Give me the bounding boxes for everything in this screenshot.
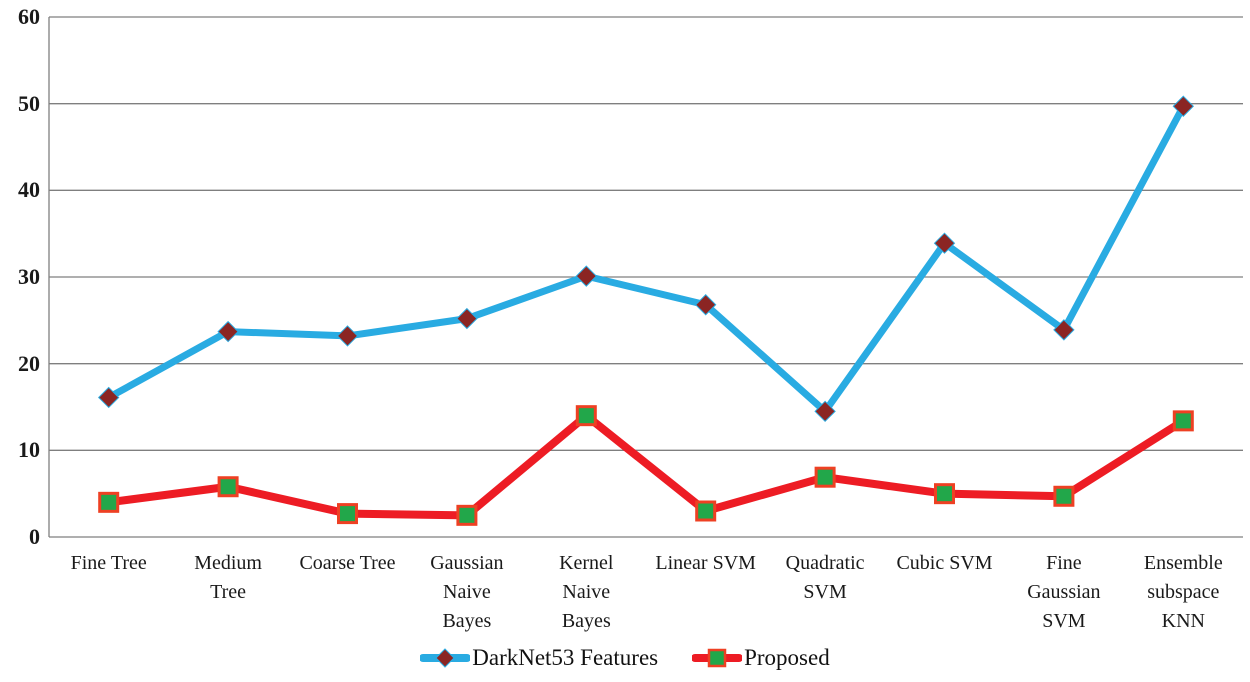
marker-square-8 <box>1053 485 1075 507</box>
y-tick-label-30: 30 <box>18 264 40 289</box>
marker-diamond-2 <box>336 325 359 347</box>
legend-item-darknet53: DarkNet53 Features <box>420 645 658 671</box>
x-category-label-2: Coarse Tree <box>299 552 396 574</box>
x-category-label-8: Fine Gaussian SVM <box>1027 552 1101 632</box>
marker-square-3 <box>456 504 478 526</box>
marker-diamond-9 <box>1172 95 1195 117</box>
y-tick-label-40: 40 <box>18 177 40 203</box>
x-category-label-0: Fine Tree <box>70 552 147 574</box>
chart-legend: DarkNet53 Features Proposed <box>0 645 1250 671</box>
marker-square-4 <box>575 405 597 427</box>
darknet53-line-diamond-icon <box>420 647 471 669</box>
y-tick-label-60: 60 <box>18 4 40 29</box>
marker-diamond-4 <box>575 265 598 287</box>
legend-item-proposed: Proposed <box>692 645 830 671</box>
legend-label-proposed: Proposed <box>744 645 830 670</box>
series-line-darknet53 <box>105 102 1187 415</box>
x-category-label-5: Linear SVM <box>655 552 756 574</box>
proposed-line-square-icon <box>692 647 743 669</box>
marker-square-0 <box>98 491 120 513</box>
marker-square-5 <box>695 500 717 522</box>
marker-square-2 <box>337 503 358 525</box>
marker-diamond-7 <box>933 232 956 254</box>
y-tick-label-50: 50 <box>18 90 40 116</box>
marker-diamond-6 <box>814 400 836 423</box>
x-category-label-3: Gaussian Naive Bayes <box>430 552 504 632</box>
marker-diamond-5 <box>694 294 717 316</box>
marker-square-9 <box>1172 410 1194 432</box>
x-category-label-6: Quadratic SVM <box>785 552 865 603</box>
marker-diamond-3 <box>456 307 478 330</box>
marker-diamond-8 <box>1053 319 1075 341</box>
x-category-label-9: Ensemble subspace KNN <box>1143 552 1223 632</box>
y-tick-label-10: 10 <box>18 437 40 463</box>
marker-square-1 <box>217 476 239 498</box>
y-tick-label-0: 0 <box>29 524 40 549</box>
x-category-label-7: Cubic SVM <box>896 552 993 574</box>
marker-square-7 <box>934 483 955 505</box>
legend-label-darknet53: DarkNet53 Features <box>472 645 659 670</box>
x-category-label-1: Medium Tree <box>194 552 262 603</box>
marker-diamond-1 <box>217 320 239 343</box>
y-tick-label-20: 20 <box>18 350 40 376</box>
series-line-proposed <box>104 411 1188 520</box>
marker-square-6 <box>814 466 836 488</box>
marker-diamond-0 <box>97 386 120 409</box>
x-category-label-4: Kernel Naive Bayes <box>559 552 614 632</box>
